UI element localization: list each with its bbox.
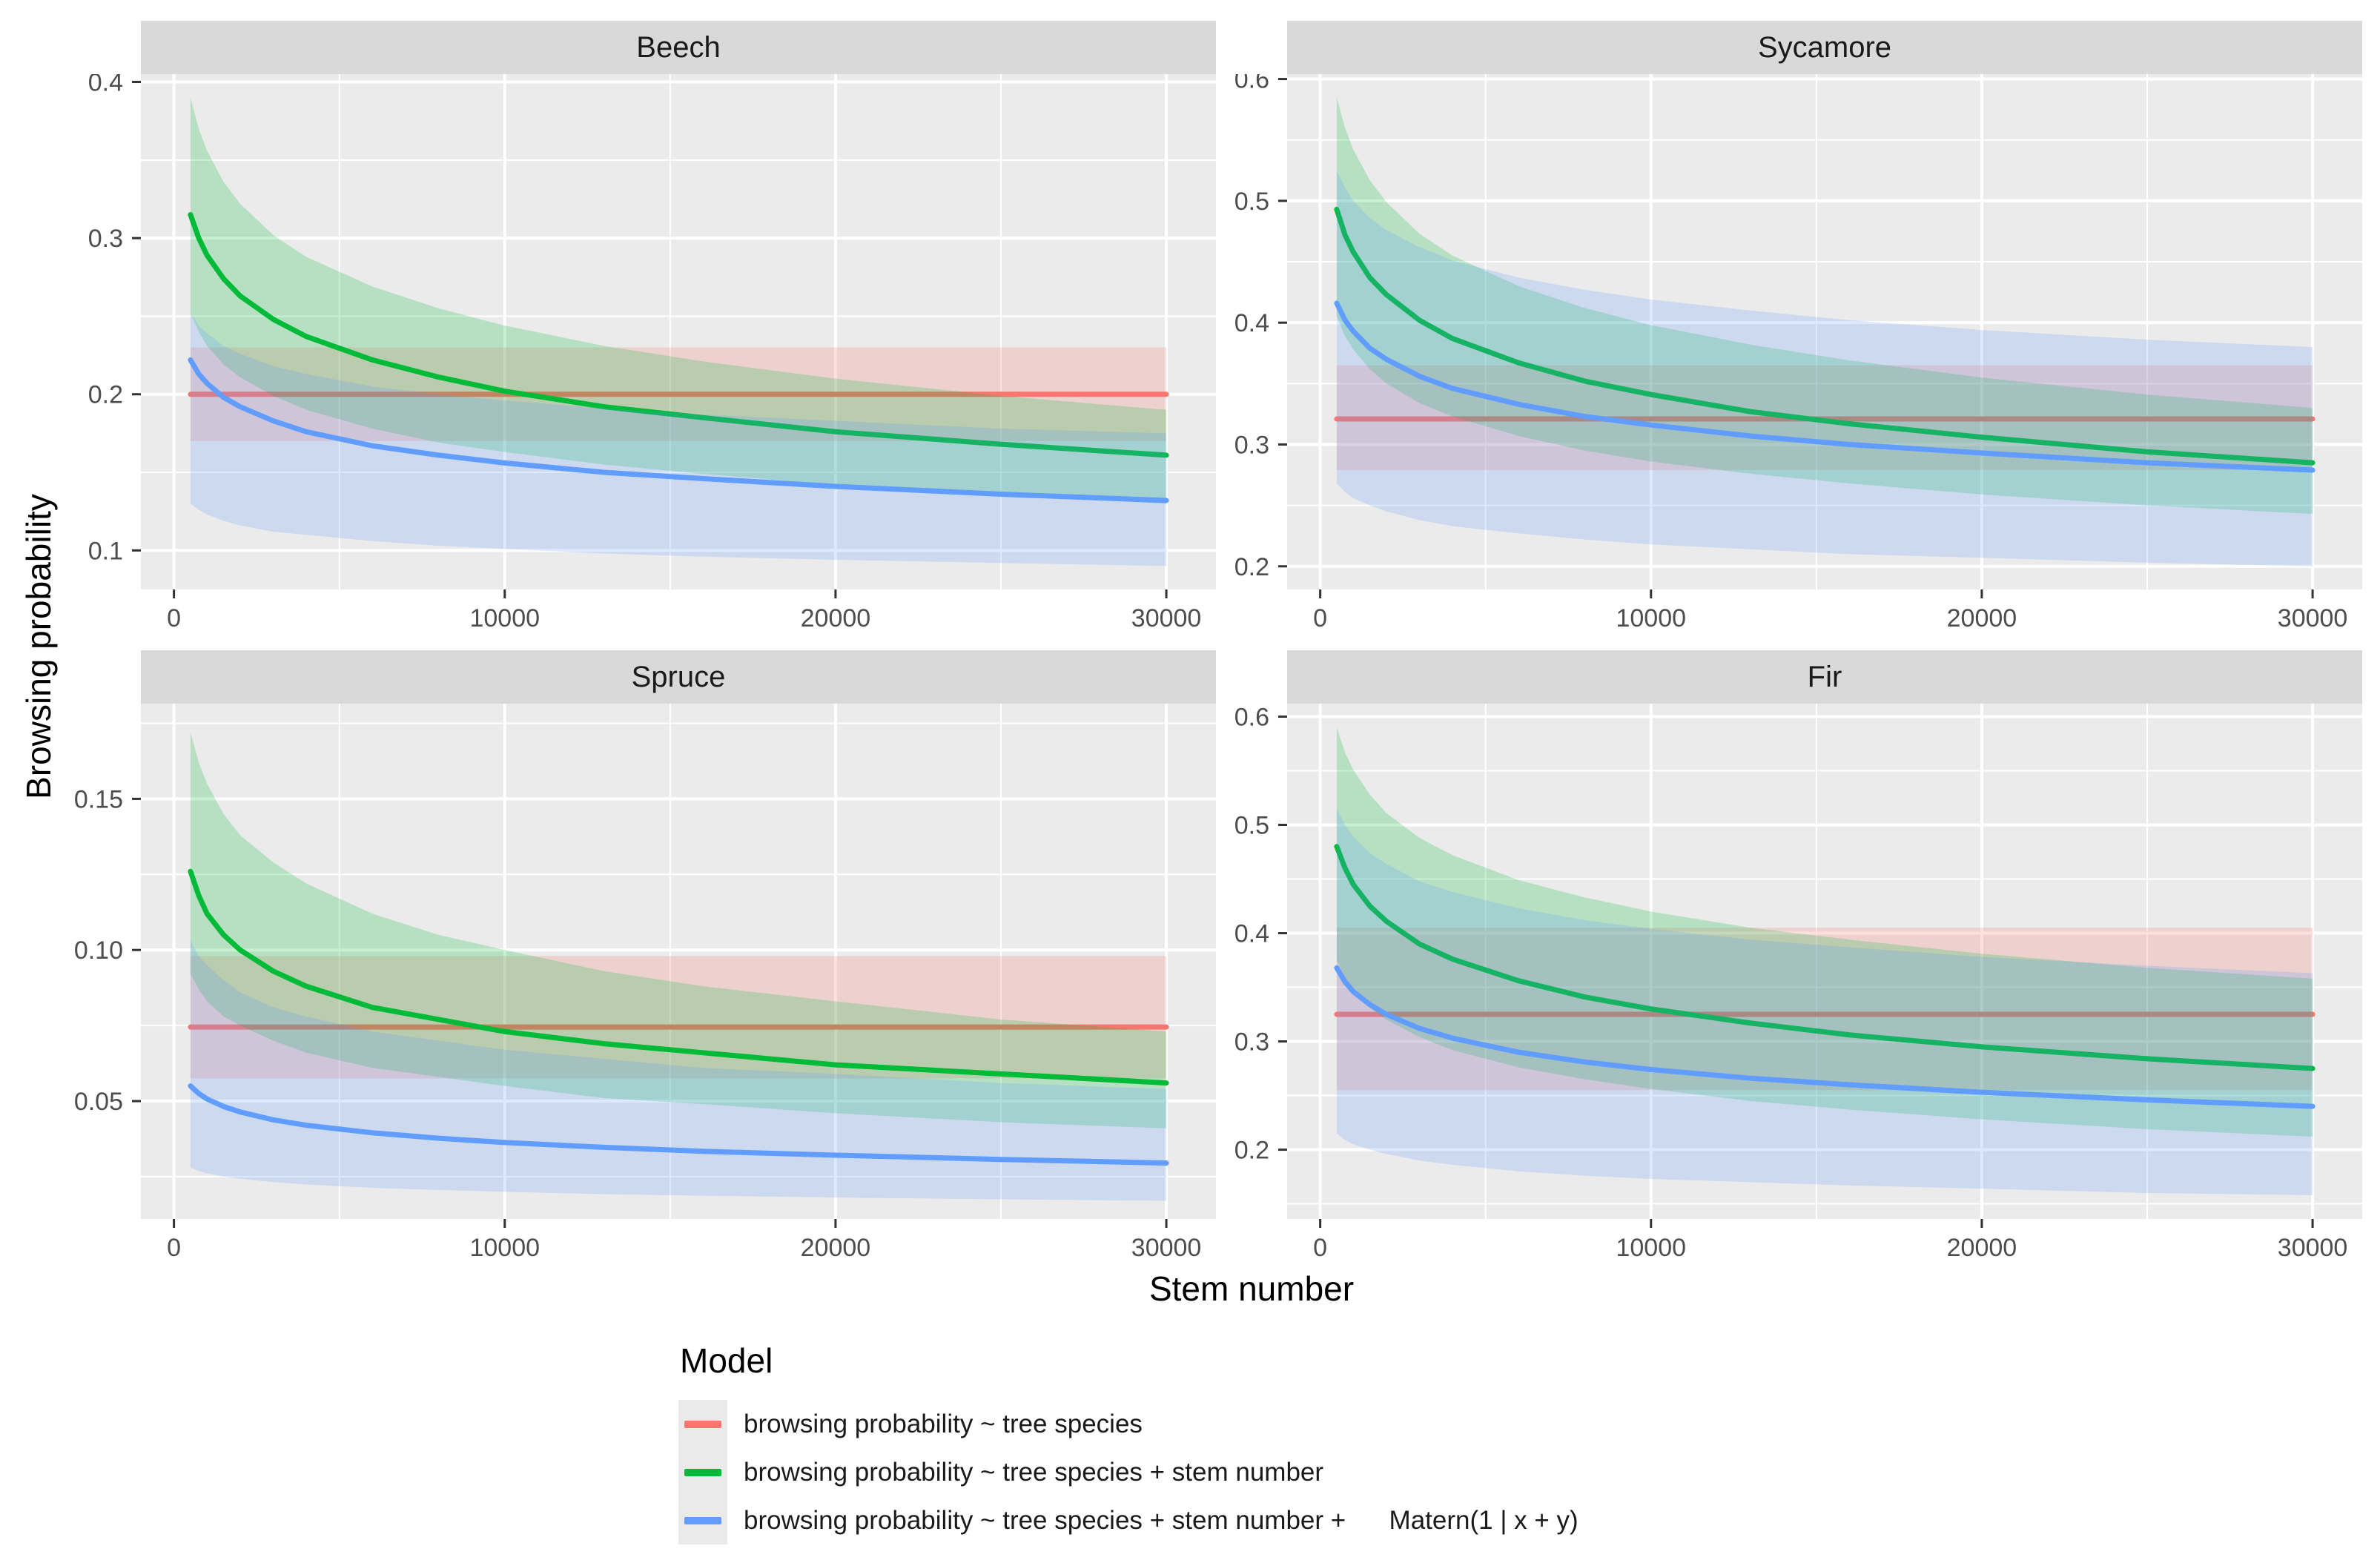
- gridlines: [141, 704, 1216, 1219]
- model-line: [188, 868, 1169, 1086]
- confidence-ribbon: [190, 732, 1167, 1129]
- x-tick-label: 0: [167, 1234, 181, 1262]
- x-tick-label: 0: [1313, 1234, 1327, 1262]
- facet-panel-beech: Beech 0 10000 20000 30000 0.1 0.2 0.3 0.4: [30, 21, 1216, 634]
- model-ribbons-and-lines: [188, 97, 1169, 566]
- x-tick-label: 30000: [2278, 604, 2348, 632]
- facet-strip-label: Fir: [1807, 660, 1842, 693]
- facet-panel-fir: Fir 0 10000 20000 30000 0.2 0.3 0.4 0.5 0.6: [1176, 650, 2362, 1263]
- axis-ticks-and-labels: 0 10000 20000 30000 0.1 0.2 0.3 0.4: [88, 74, 1202, 632]
- panel-plot-beech: 0 10000 20000 30000 0.1 0.2 0.3 0.4: [30, 74, 1216, 634]
- x-tick-label: 20000: [1947, 604, 2017, 632]
- legend-label: browsing probability ~ tree species: [744, 1409, 1143, 1438]
- model-line: [188, 357, 1169, 503]
- x-tick-label: 0: [1313, 604, 1327, 632]
- y-tick-label: 0.4: [1234, 920, 1269, 948]
- legend-item-stem-number: browsing probability ~ tree species + st…: [678, 1448, 1579, 1496]
- panel-plot-fir: 0 10000 20000 30000 0.2 0.3 0.4 0.5 0.6: [1176, 704, 2362, 1263]
- facet-panel-sycamore: Sycamore 0 10000 20000 30000 0.2 0.3 0.4 0.5 0.6: [1176, 21, 2362, 634]
- legend-title: Model: [680, 1341, 773, 1380]
- panel-plot-sycamore: 0 10000 20000 30000 0.2 0.3 0.4 0.5 0.6: [1176, 74, 2362, 634]
- gridlines: [141, 74, 1216, 589]
- y-tick-label: 0.05: [74, 1088, 123, 1116]
- panel-background: [1287, 74, 2362, 589]
- y-tick-label: 0.6: [1234, 74, 1269, 94]
- panel-chart-fir: 0 10000 20000 30000 0.2 0.3 0.4 0.5 0.6: [1234, 704, 2362, 1262]
- confidence-ribbon: [190, 97, 1167, 504]
- model-line: [1334, 965, 2315, 1109]
- y-tick-label: 0.5: [1234, 812, 1269, 840]
- y-tick-label: 0.2: [88, 381, 123, 409]
- y-tick-label: 0.5: [1234, 188, 1269, 216]
- axis-ticks-and-labels: 0 10000 20000 30000 0.2 0.3 0.4 0.5 0.6: [1234, 74, 2348, 632]
- facet-panel-spruce: Spruce 0 10000 20000 30000 0.05 0.10 0.15: [30, 650, 1216, 1263]
- model-line: [188, 1083, 1169, 1166]
- panel-chart-spruce: 0 10000 20000 30000 0.05 0.10 0.15: [74, 704, 1216, 1262]
- legend-key-tree-species: [678, 1400, 727, 1448]
- confidence-ribbon: [190, 956, 1167, 1079]
- x-axis-title: Stem number: [1148, 1269, 1355, 1308]
- legend-key-line-icon: [684, 1420, 721, 1428]
- axis-ticks-and-labels: 0 10000 20000 30000 0.05 0.10 0.15: [74, 785, 1202, 1262]
- y-tick-label: 0.15: [74, 785, 123, 813]
- confidence-ribbon: [190, 313, 1167, 566]
- panel-plot-spruce: 0 10000 20000 30000 0.05 0.10 0.15: [30, 704, 1216, 1263]
- legend-key-stem-number: [678, 1448, 727, 1496]
- confidence-ribbon: [1336, 928, 2313, 1091]
- panel-chart-sycamore: 0 10000 20000 30000 0.2 0.3 0.4 0.5 0.6: [1234, 74, 2362, 632]
- confidence-ribbon: [1336, 727, 2313, 1137]
- x-tick-label: 30000: [1131, 1234, 1202, 1262]
- facet-strip-label: Beech: [636, 30, 721, 64]
- model-line: [188, 212, 1169, 458]
- y-tick-label: 0.4: [88, 74, 123, 97]
- model-line: [1334, 206, 2315, 466]
- x-tick-label: 10000: [469, 1234, 540, 1262]
- model-ribbons-and-lines: [1334, 727, 2315, 1195]
- x-tick-label: 30000: [2278, 1234, 2348, 1262]
- model-ribbons-and-lines: [1334, 97, 2315, 566]
- x-tick-label: 30000: [1131, 604, 1202, 632]
- confidence-ribbon: [1336, 97, 2313, 515]
- x-tick-label: 20000: [801, 604, 871, 632]
- facet-strip-fir: Fir: [1287, 650, 2362, 704]
- legend-label: browsing probability ~ tree species + st…: [744, 1457, 1324, 1487]
- legend-item-tree-species: browsing probability ~ tree species: [678, 1400, 1579, 1448]
- panel-background: [141, 704, 1216, 1219]
- facet-strip-beech: Beech: [141, 21, 1216, 74]
- model-line: [1334, 844, 2315, 1071]
- gridlines: [1287, 74, 2362, 589]
- legend-key-line-icon: [684, 1468, 721, 1476]
- x-tick-label: 10000: [1616, 604, 1686, 632]
- legend-label: browsing probability ~ tree species + st…: [744, 1505, 1579, 1535]
- y-tick-label: 0.1: [88, 537, 123, 565]
- legend: Model browsing probability ~ tree specie…: [678, 1341, 1579, 1544]
- facet-strip-label: Sycamore: [1757, 30, 1892, 64]
- legend-key-line-icon: [684, 1516, 721, 1524]
- x-tick-label: 20000: [801, 1234, 871, 1262]
- facet-strip-spruce: Spruce: [141, 650, 1216, 704]
- legend-items: browsing probability ~ tree species brow…: [678, 1400, 1579, 1544]
- legend-item-matern: browsing probability ~ tree species + st…: [678, 1496, 1579, 1544]
- x-tick-label: 0: [167, 604, 181, 632]
- y-tick-label: 0.2: [1234, 1137, 1269, 1165]
- facet-strip-label: Spruce: [631, 660, 726, 693]
- x-tick-label: 10000: [469, 604, 540, 632]
- axis-ticks-and-labels: 0 10000 20000 30000 0.2 0.3 0.4 0.5 0.6: [1234, 704, 2348, 1262]
- panel-chart-beech: 0 10000 20000 30000 0.1 0.2 0.3 0.4: [88, 74, 1216, 632]
- y-tick-label: 0.2: [1234, 553, 1269, 581]
- y-tick-label: 0.3: [1234, 1028, 1269, 1057]
- confidence-ribbon: [1336, 170, 2313, 566]
- legend-key-matern: [678, 1496, 727, 1544]
- y-tick-label: 0.3: [88, 225, 123, 253]
- y-tick-label: 0.6: [1234, 704, 1269, 732]
- x-tick-label: 20000: [1947, 1234, 2017, 1262]
- x-tick-label: 10000: [1616, 1234, 1686, 1262]
- model-line: [1334, 300, 2315, 473]
- y-tick-label: 0.10: [74, 936, 123, 965]
- y-tick-label: 0.3: [1234, 431, 1269, 459]
- facet-strip-sycamore: Sycamore: [1287, 21, 2362, 74]
- model-ribbons-and-lines: [188, 732, 1169, 1201]
- y-tick-label: 0.4: [1234, 309, 1269, 337]
